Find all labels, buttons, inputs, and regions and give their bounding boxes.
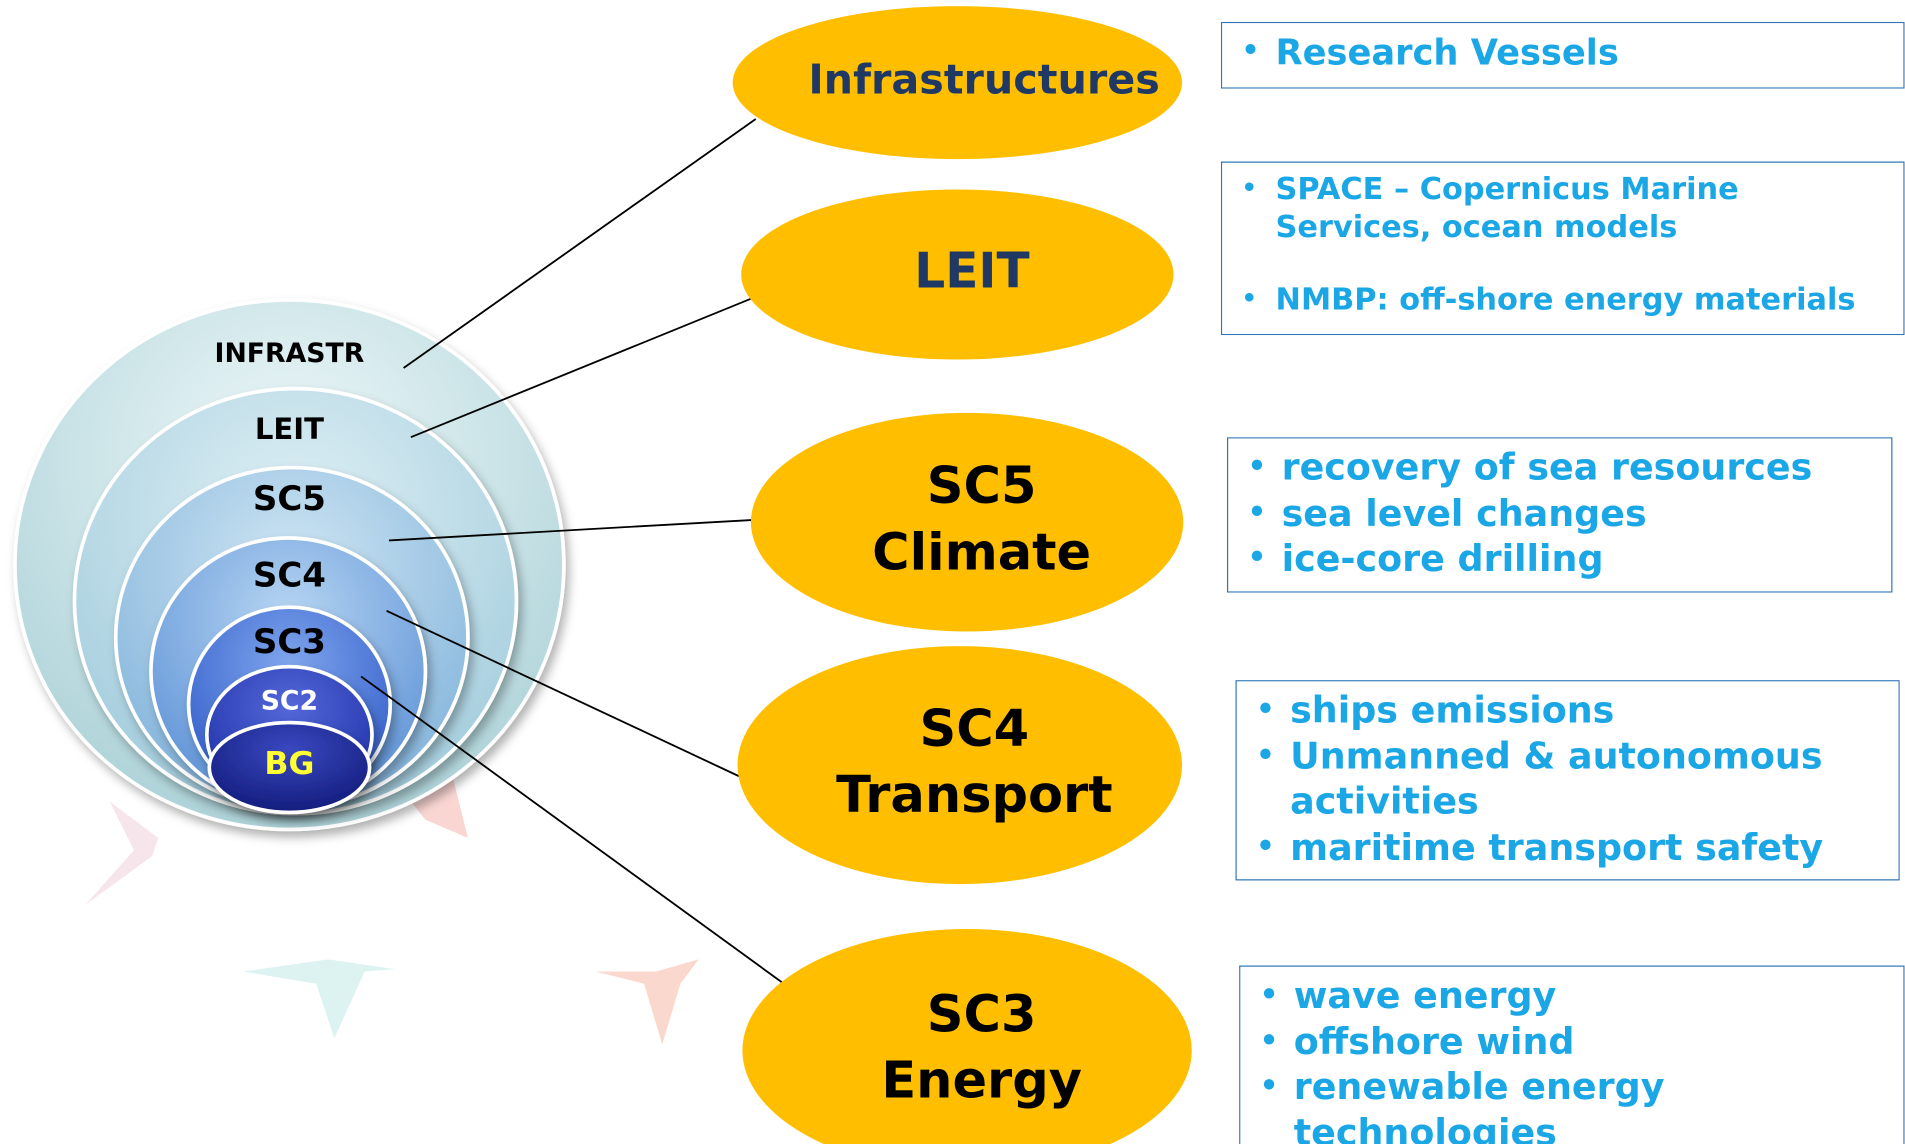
topic-label: LEIT	[914, 243, 1029, 299]
info-box: Research Vessels	[1221, 22, 1905, 89]
bullet-item: wave energy	[1294, 974, 1894, 1020]
info-box: SPACE – Copernicus Marine Services, ocea…	[1221, 162, 1905, 336]
info-box: ships emissionsUnmanned & autonomous act…	[1235, 680, 1899, 880]
info-box-frame: wave energyoffshore windrenewable energy…	[1239, 965, 1905, 1144]
bullet-item: ships emissions	[1290, 689, 1889, 735]
bullet-item: recovery of sea resources	[1282, 446, 1882, 492]
bullet-list: SPACE – Copernicus Marine Services, ocea…	[1222, 163, 1903, 318]
page: {"circles": [ {"label": "INFRASTR"}, {"l…	[0, 0, 1905, 1144]
topic-label: SC3	[927, 985, 1037, 1044]
bullet-item: offshore wind	[1294, 1020, 1894, 1066]
circle-label: BG	[264, 746, 314, 782]
bullet-list: ships emissionsUnmanned & autonomous act…	[1237, 681, 1899, 870]
bullet-list: recovery of sea resourcessea level chang…	[1228, 438, 1891, 582]
bullet-list: wave energyoffshore windrenewable energy…	[1240, 967, 1903, 1144]
info-box: recovery of sea resourcessea level chang…	[1227, 437, 1893, 592]
connector	[361, 676, 792, 989]
circle-label: SC4	[253, 555, 326, 595]
bullet-item: ice-core drilling	[1282, 537, 1882, 583]
circle-label: SC5	[253, 479, 326, 519]
topic-label: Transport	[836, 766, 1112, 825]
info-box: wave energyoffshore windrenewable energy…	[1239, 965, 1905, 1144]
bullet-item: renewable energy technologies	[1294, 1065, 1894, 1144]
bullet-item: Research Vessels	[1276, 30, 1894, 74]
nested-circles: INFRASTR LEIT SC5 SC4 SC3 SC2 BG	[15, 300, 564, 829]
circle-label: INFRASTR	[215, 338, 365, 369]
bullet-item: sea level changes	[1282, 491, 1882, 537]
topic-label: SC5	[927, 457, 1037, 516]
diagram: INFRASTR LEIT SC5 SC4 SC3 SC2 BG Infrastructure…	[0, 0, 1905, 1144]
topic-ellipse	[751, 413, 1183, 632]
info-box-frame: recovery of sea resourcessea level chang…	[1227, 437, 1893, 592]
info-box-frame: ships emissionsUnmanned & autonomous act…	[1235, 680, 1899, 880]
info-box-frame: Research Vessels	[1221, 22, 1905, 89]
topic-ellipse	[738, 646, 1182, 884]
bullet-item: Unmanned & autonomous activities	[1290, 734, 1889, 825]
circle-label: SC3	[253, 622, 326, 662]
topic-label: Infrastructures	[808, 56, 1159, 104]
bullet-list: Research Vessels	[1222, 23, 1903, 74]
bullet-item: SPACE – Copernicus Marine Services, ocea…	[1276, 170, 1894, 246]
bullet-item: maritime transport safety	[1290, 825, 1889, 871]
info-box-frame: SPACE – Copernicus Marine Services, ocea…	[1221, 162, 1905, 336]
topic-label: SC4	[920, 700, 1030, 759]
topic-label: Energy	[881, 1052, 1082, 1111]
circle-label: SC2	[261, 685, 318, 716]
circle-label: LEIT	[255, 412, 324, 446]
bullet-item: NMBP: off-shore energy materials	[1276, 280, 1894, 318]
connector	[404, 119, 756, 368]
topic-label: Climate	[872, 523, 1091, 582]
